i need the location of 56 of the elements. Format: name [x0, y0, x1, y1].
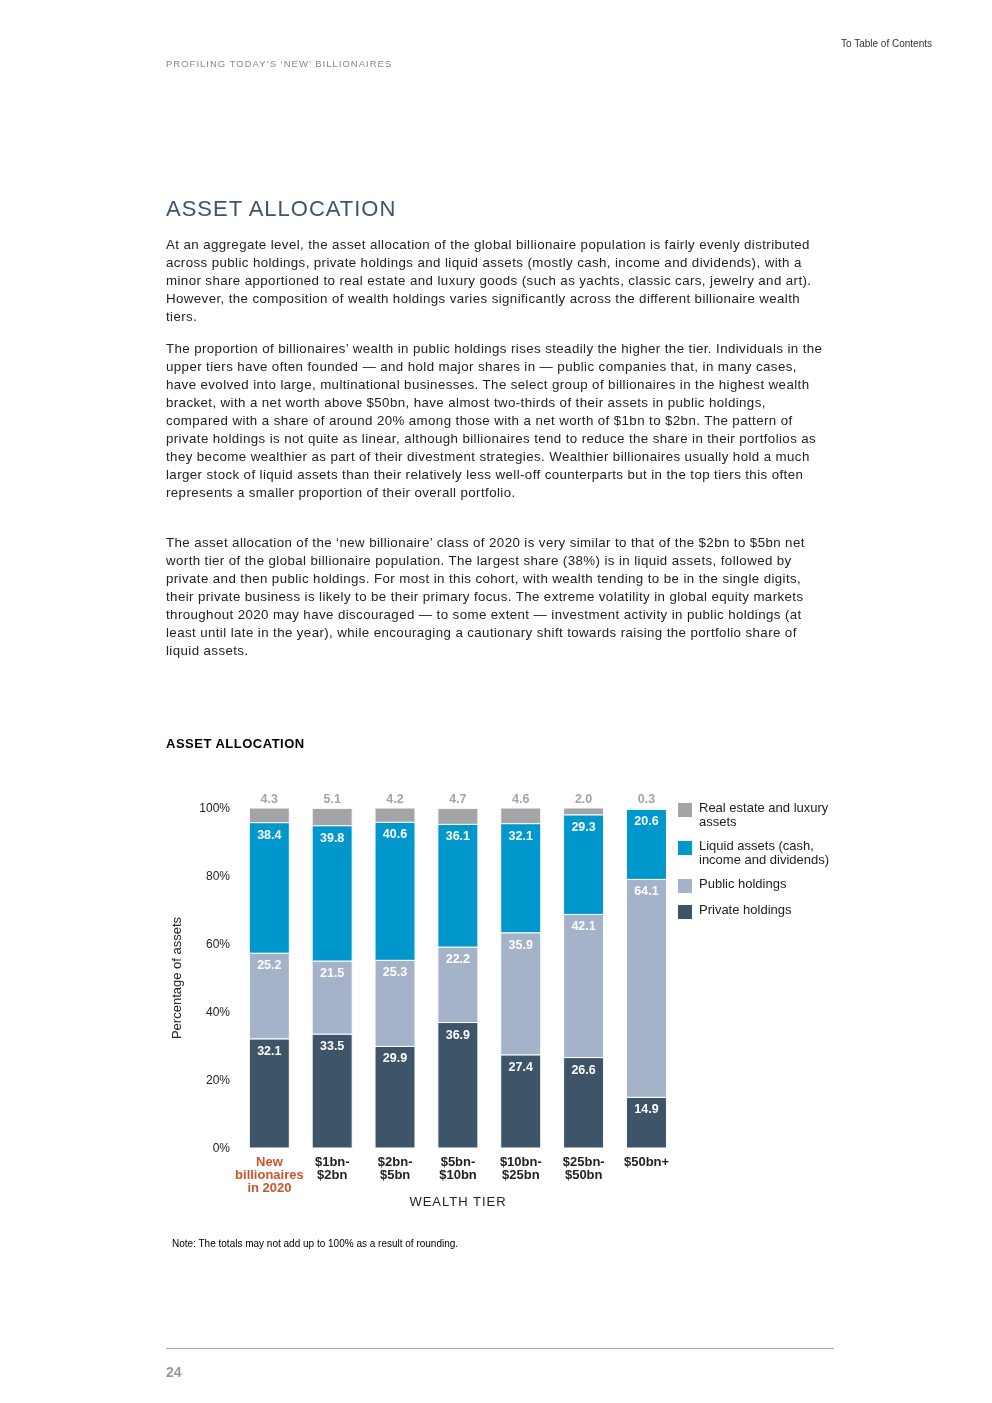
data-label: 2.0: [574, 792, 593, 806]
data-label: 32.1: [257, 1043, 282, 1058]
data-label: 4.6: [512, 792, 530, 806]
data-label: 36.1: [445, 829, 471, 844]
data-label: 20.6: [634, 814, 659, 829]
x-tick-label: $25bn- $50bn: [562, 1154, 605, 1182]
data-label: 32.1: [508, 828, 533, 843]
y-tick-label: 0%: [212, 1141, 231, 1156]
data-label: 26.6: [571, 1062, 596, 1077]
data-label: 39.8: [320, 830, 345, 845]
legend-label: Public holdings: [699, 876, 788, 891]
data-label: 0.3: [637, 792, 656, 807]
legend-label: Private holdings: [699, 902, 793, 917]
chart-title: ASSET ALLOCATION: [166, 736, 305, 751]
y-tick-label: 100%: [199, 801, 231, 816]
text: To Table of Contents: [841, 38, 932, 49]
y-axis-title: Percentage of assets: [168, 916, 184, 1040]
data-label: 64.1: [634, 884, 659, 899]
x-axis-title: WEALTH TIER: [409, 1194, 507, 1209]
data-label: 36.9: [445, 1027, 471, 1042]
x-tick-label: $50bn+: [623, 1154, 670, 1169]
y-tick-label: 60%: [205, 937, 231, 952]
data-label: 22.2: [445, 952, 471, 967]
text: PROFILING TODAY’S ‘NEW’ BILLIONAIRES: [166, 58, 393, 69]
data-label: 38.4: [257, 827, 282, 842]
data-label: 4.2: [386, 792, 404, 806]
data-label: 25.2: [257, 958, 282, 973]
legend-label: Liquid assets (cash, income and dividends): [699, 838, 831, 867]
text: ASSET ALLOCATION: [166, 196, 397, 222]
legend-label: Real estate and luxury assets: [699, 800, 830, 829]
data-label: 29.9: [382, 1051, 408, 1066]
data-label: 33.5: [320, 1039, 345, 1054]
data-label: 42.1: [571, 919, 596, 934]
text: The proportion of billionaires’ wealth in public holdings rises steadily the higher the tier. Individuals in the upper tiers have often founded — and hold major shares in — public companies that, in many cases, have evolved into large, multinational businesses. The select group of billionaires in the highest wealth bracket, with a net worth above $50bn, have almost two-thirds of their assets in public holdings, compared with a share of around 20% among those with a net worth of $1bn to $2bn. The pattern of private holdings is not quite as linear, although billionaires tend to reduce the share in their portfolios as they become wealthier as part of their divestment strategies. Wealthier billionaires usually hold a much larger stock of liquid assets than their relatively less well-off counterparts but in the top tiers this often represents a smaller proportion of their overall portfolio.: [166, 341, 823, 500]
data-label: 35.9: [508, 937, 533, 952]
y-tick-label: 20%: [205, 1073, 231, 1088]
data-label: 4.3: [260, 792, 279, 806]
text: Note: The totals may not add up to 100% as a result of rounding.: [172, 1238, 459, 1249]
data-label: 14.9: [634, 1102, 659, 1117]
data-label: 27.4: [508, 1059, 533, 1074]
text: At an aggregate level, the asset allocation of the global billionaire population is fairly evenly distributed across public holdings, private holdings and liquid assets (mostly cash, income and dividends), with a minor share apportioned to real estate and luxury goods (such as yachts, classic cars, jewelry and art). However, the composition of wealth holdings varies significantly across the different billionaire wealth tiers.: [166, 236, 813, 326]
data-label: 29.3: [571, 819, 596, 834]
text: The asset allocation of the ‘new billionaire’ class of 2020 is very similar to that of the $2bn to $5bn net worth tier of the global billionaire population. The largest share (38%) is in liquid assets, followed by private and then public holdings. For most in this cohort, with wealth tending to be in the single digits, their private business is likely to be their primary focus. The extreme volatility in global equity markets throughout 2020 may have discouraged — to some extent — investment activity in public holdings (at least until late in the year), while encouraging a cautionary shift towards raising the portfolio share of liquid assets.: [166, 534, 806, 660]
data-label: 40.6: [382, 827, 408, 842]
y-tick-label: 80%: [205, 869, 231, 884]
x-tick-label: $5bn- $10bn: [439, 1154, 477, 1182]
x-tick-label: $2bn- $5bn: [377, 1154, 413, 1182]
data-label: 5.1: [323, 792, 341, 807]
x-tick-label: New billionaires in 2020: [235, 1154, 304, 1195]
data-label: 25.3: [382, 965, 408, 980]
x-tick-label: $1bn- $2bn: [314, 1154, 350, 1182]
data-label: 4.7: [449, 792, 467, 807]
text: 24: [166, 1364, 182, 1380]
y-tick-label: 40%: [205, 1005, 231, 1020]
x-tick-label: $10bn- $25bn: [499, 1154, 542, 1182]
data-label: 21.5: [320, 966, 345, 980]
